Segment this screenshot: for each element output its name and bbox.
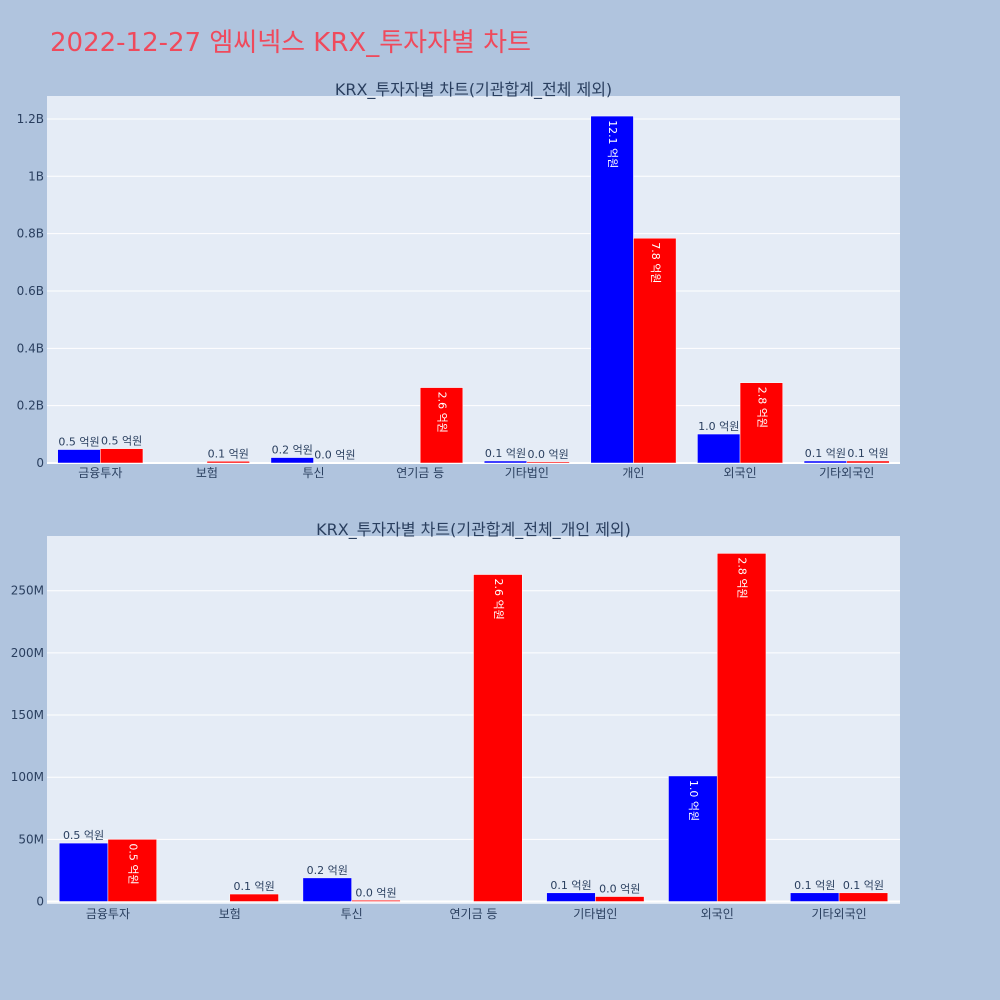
- bar-value-label: 2.8 억원: [755, 387, 768, 428]
- bar: [419, 387, 464, 464]
- bar-value-label: 0.1 억원: [550, 879, 591, 892]
- chart-title: KRX_투자자별 차트(기관합계_전체 제외): [335, 80, 612, 100]
- bar: [790, 892, 840, 902]
- bar-value-label: 2.6 억원: [492, 579, 505, 620]
- y-tick-label: 1.2B: [17, 112, 44, 126]
- bar: [229, 893, 279, 902]
- y-tick-label: 0.2B: [17, 399, 44, 413]
- bar-value-label: 0.5 억원: [126, 843, 139, 884]
- bar: [58, 842, 109, 902]
- bar-value-label: 0.0 억원: [355, 886, 396, 899]
- x-tick-label: 보험: [219, 907, 241, 921]
- bar-value-label: 0.0 억원: [528, 448, 569, 461]
- x-tick-label: 연기금 등: [396, 466, 444, 480]
- bar: [590, 115, 634, 464]
- bar-value-label: 0.1 억원: [843, 879, 884, 892]
- bar-value-label: 0.1 억원: [794, 879, 835, 892]
- y-tick-label: 50M: [18, 832, 44, 846]
- x-tick-label: 금융투자: [78, 466, 122, 480]
- x-tick-label: 기타법인: [573, 907, 617, 921]
- bar: [838, 892, 889, 902]
- bar: [803, 460, 847, 464]
- bar-value-label: 0.1 억원: [208, 447, 249, 460]
- x-tick-label: 외국인: [701, 907, 734, 921]
- chart-title: KRX_투자자별 차트(기관합계_전체_개인 제외): [316, 520, 631, 540]
- y-tick-label: 0: [36, 456, 44, 470]
- bar-value-label: 2.8 억원: [736, 557, 749, 598]
- x-tick-label: 개인: [622, 466, 644, 480]
- bar-value-label: 2.6 억원: [436, 392, 449, 433]
- bar: [595, 896, 645, 902]
- bar: [270, 457, 314, 464]
- bar-value-label: 0.0 억원: [314, 449, 355, 462]
- y-tick-label: 0.4B: [17, 341, 44, 355]
- bar-value-label: 1.0 억원: [687, 780, 700, 821]
- x-tick-label: 연기금 등: [450, 907, 498, 921]
- x-tick-label: 기타외국인: [811, 907, 866, 921]
- bar-value-label: 0.1 억원: [234, 880, 275, 893]
- bar: [633, 237, 677, 464]
- bar-value-label: 0.5 억원: [63, 829, 104, 842]
- y-tick-label: 0.8B: [17, 227, 44, 241]
- bar: [473, 574, 523, 902]
- bar: [846, 460, 890, 464]
- x-tick-label: 투신: [341, 907, 363, 921]
- bar: [351, 900, 401, 902]
- bar-value-label: 1.0 억원: [698, 420, 739, 433]
- y-tick-label: 0: [36, 895, 44, 909]
- bar-value-label: 0.1 억원: [805, 447, 846, 460]
- y-tick-label: 150M: [11, 708, 44, 722]
- y-tick-label: 100M: [11, 770, 44, 784]
- y-tick-label: 200M: [11, 646, 44, 660]
- bar-value-label: 0.2 억원: [307, 864, 348, 877]
- bar-value-label: 0.2 억원: [272, 444, 313, 457]
- x-tick-label: 외국인: [724, 466, 757, 480]
- chart-top: 0 0.2B 0.4B 0.6B 0.8B 1B 1.2B KRX_투자자별 차트(기관합계_…: [17, 80, 900, 480]
- bar: [697, 433, 741, 464]
- bar: [100, 448, 144, 464]
- bar-value-label: 7.8 억원: [649, 242, 662, 283]
- bar: [57, 449, 101, 464]
- bar-value-label: 0.5 억원: [101, 435, 142, 448]
- x-tick-label: 금융투자: [86, 907, 130, 921]
- bar-value-label: 0.1 억원: [485, 447, 526, 460]
- x-tick-label: 보험: [196, 466, 218, 480]
- bar: [546, 892, 596, 902]
- page-title: 2022-12-27 엠씨넥스 KRX_투자자별 차트: [50, 28, 532, 58]
- bar: [526, 461, 570, 464]
- bar: [302, 877, 352, 902]
- y-tick-label: 250M: [11, 584, 44, 598]
- x-tick-label: 기타법인: [505, 466, 549, 480]
- x-tick-label: 기타외국인: [819, 466, 874, 480]
- x-tick-label: 투신: [303, 466, 325, 480]
- bar: [483, 460, 528, 464]
- bar-value-label: 0.0 억원: [599, 883, 640, 896]
- bar: [739, 382, 783, 464]
- bar: [107, 839, 157, 902]
- bar: [206, 461, 250, 464]
- bar-value-label: 0.5 억원: [58, 436, 99, 449]
- bar-value-label: 0.1 억원: [847, 447, 888, 460]
- bar: [716, 553, 767, 902]
- bar-value-label: 12.1 억원: [606, 120, 619, 168]
- y-tick-label: 1B: [28, 169, 44, 183]
- bar: [668, 775, 718, 902]
- y-tick-label: 0.6B: [17, 284, 44, 298]
- chart-bottom: 0 50M 100M 150M 200M 250M KRX_투자자별 차트(기관합계_전체_…: [11, 520, 900, 921]
